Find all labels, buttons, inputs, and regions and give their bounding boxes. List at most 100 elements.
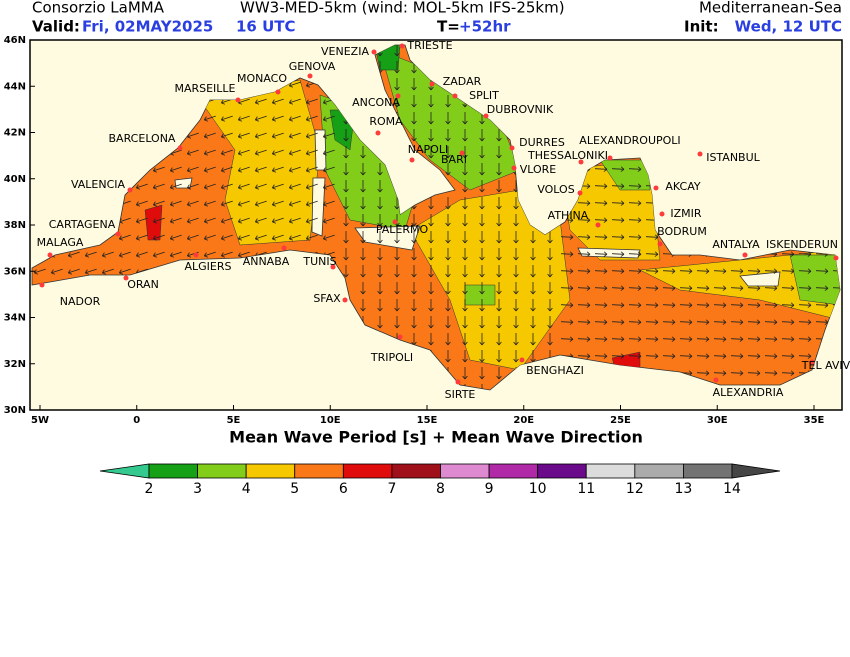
wave-arrow: [67, 268, 80, 275]
wave-arrow: [662, 268, 676, 274]
wave-arrow: [288, 149, 301, 156]
wave-arrow: [530, 282, 536, 295]
wave-arrow: [169, 251, 182, 258]
wave-arrow: [798, 353, 812, 359]
wave-arrow: [343, 231, 349, 244]
city-dot: [742, 252, 748, 258]
wave-arrow: [462, 214, 468, 227]
city-dot: [281, 245, 287, 251]
wave-arrow: [411, 265, 417, 278]
wave-arrow: [152, 183, 165, 190]
city-dot: [595, 222, 601, 228]
wave-arrow: [445, 146, 451, 159]
wave-arrow: [445, 316, 451, 329]
city-label: TRIPOLI: [370, 351, 413, 364]
wave-arrow: [594, 353, 608, 359]
wave-arrow: [220, 132, 233, 139]
wave-arrow: [628, 302, 642, 308]
wave-arrow: [377, 214, 383, 227]
wave-arrow: [254, 166, 267, 173]
city-label: ALEXANDROUPOLI: [579, 134, 680, 147]
city-label: ISTANBUL: [706, 151, 760, 164]
wave-arrow: [611, 234, 625, 240]
wave-arrow: [679, 353, 693, 359]
wave-arrow: [679, 319, 693, 325]
wave-arrow: [322, 200, 335, 207]
wave-arrow: [203, 251, 216, 258]
wave-arrow: [288, 115, 301, 122]
wave-arrow: [237, 132, 250, 139]
wave-arrow: [815, 285, 829, 291]
lon-tick-label: 10E: [320, 415, 341, 426]
wave-arrow: [377, 316, 383, 329]
wave-arrow: [530, 231, 536, 244]
wave-arrow: [594, 234, 608, 240]
wave-arrow: [611, 251, 625, 257]
wave-arrow: [394, 282, 400, 295]
colorbar-segment: [342, 463, 393, 479]
wave-arrow: [496, 333, 502, 346]
wave-arrow: [462, 163, 468, 176]
wave-arrow: [747, 336, 761, 342]
city-label: DUBROVNIK: [487, 103, 554, 116]
wave-arrow: [594, 166, 608, 172]
wave-arrow: [169, 234, 182, 241]
wave-arrow: [679, 268, 693, 274]
city-dot: [519, 357, 525, 363]
wave-arrow: [781, 268, 795, 274]
wave-arrow: [479, 316, 485, 329]
city-dot: [375, 130, 381, 136]
wave-arrow: [411, 282, 417, 295]
wave-arrow: [560, 336, 574, 342]
wave-arrow: [445, 265, 451, 278]
wave-arrow: [496, 316, 502, 329]
colorbar-segment: [585, 463, 636, 479]
wave-arrow: [377, 282, 383, 295]
city-dot: [713, 377, 719, 383]
wave-arrow: [394, 265, 400, 278]
wave-arrow: [186, 234, 199, 241]
wave-arrow: [462, 231, 468, 244]
wave-arrow: [764, 268, 778, 274]
city-label: NAPOLI: [408, 143, 448, 156]
wave-arrow: [254, 115, 267, 122]
wave-arrow: [496, 180, 502, 193]
wave-arrow: [445, 95, 451, 108]
city-dot: [809, 359, 815, 365]
city-label: TRIESTE: [406, 39, 452, 52]
wave-arrow: [479, 180, 485, 193]
wave-arrow: [271, 115, 284, 122]
wave-arrow: [428, 248, 434, 261]
city-dot: [459, 150, 465, 156]
wave-arrow: [611, 302, 625, 308]
wave-arrow: [479, 146, 485, 159]
wave-arrow: [594, 268, 608, 274]
wave-arrow: [271, 234, 284, 241]
wave-arrow: [611, 319, 625, 325]
wave-arrow: [594, 302, 608, 308]
wave-arrow: [411, 214, 417, 227]
wave-arrow: [747, 353, 761, 359]
colorbar-tick-label: 9: [485, 481, 494, 497]
wave-arrow: [577, 353, 591, 359]
wave-arrow: [411, 316, 417, 329]
city-label: PALERMO: [376, 223, 429, 236]
lon-tick-label: 35E: [804, 415, 825, 426]
wave-arrow: [377, 299, 383, 312]
wave-arrow: [513, 333, 519, 346]
wave-arrow: [560, 302, 574, 308]
wave-arrow: [203, 234, 216, 241]
wave-arrow: [445, 163, 451, 176]
colorbar-segment: [440, 463, 490, 479]
wave-arrow: [360, 214, 366, 227]
colorbar-segment: [245, 463, 296, 479]
org: Consorzio LaMMA: [32, 0, 165, 17]
wave-arrow: [288, 183, 301, 190]
wave-arrow: [271, 200, 284, 207]
wave-arrow: [577, 200, 591, 206]
wave-arrow: [560, 268, 574, 274]
wave-arrow: [530, 299, 536, 312]
wave-arrow: [288, 98, 301, 105]
wave-arrow: [781, 353, 795, 359]
wave-arrow: [479, 367, 485, 380]
